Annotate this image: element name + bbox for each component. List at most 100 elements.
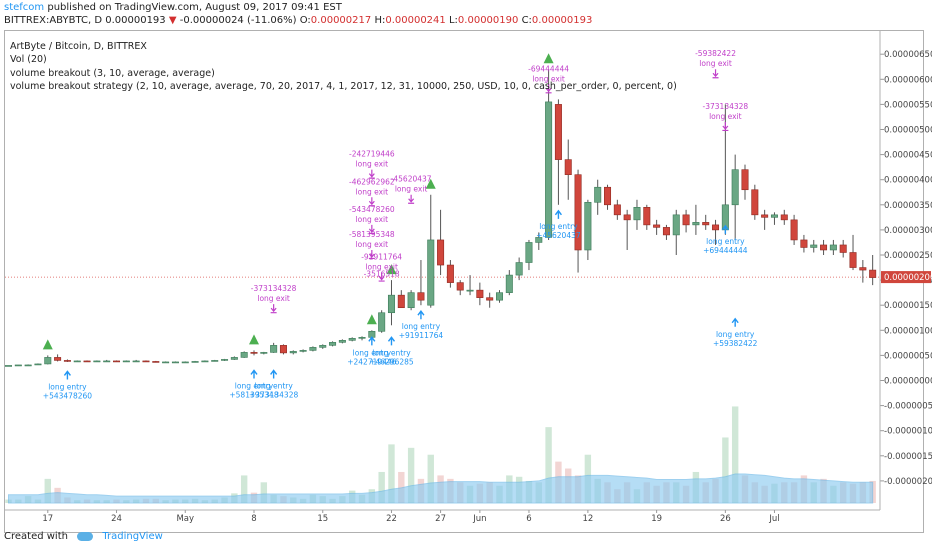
entry-trade-label: long entry xyxy=(48,382,87,391)
candle-body xyxy=(849,252,857,268)
candle-body xyxy=(132,360,140,363)
exit-amount-label: -462962962 xyxy=(349,177,395,186)
y-tick-label: 0.00000300 xyxy=(884,226,932,236)
breakout-signal-icon xyxy=(543,53,554,64)
candle-body xyxy=(230,357,238,360)
exit-arrow-icon xyxy=(368,197,375,207)
entry-amount-label: +69444444 xyxy=(703,246,748,255)
volume-bar xyxy=(545,427,552,503)
y-tick-label: 0.00000600 xyxy=(884,75,932,85)
volume-ma-area xyxy=(8,473,874,504)
candle-body xyxy=(653,224,661,228)
x-tick-label: Jul xyxy=(768,514,779,524)
legend-volume[interactable]: Vol (20) xyxy=(10,54,47,66)
exit-trade-label: long exit xyxy=(395,185,428,194)
x-tick-label: 8 xyxy=(251,514,256,524)
candle-body xyxy=(24,364,32,367)
candle-body xyxy=(604,186,612,206)
candle-body xyxy=(93,360,101,363)
entry-arrow-icon xyxy=(731,317,739,327)
candle-body xyxy=(741,169,749,191)
candle-body xyxy=(643,207,651,226)
exit-trade-label: long exit xyxy=(356,160,389,169)
legend-strategy[interactable]: volume breakout strategy (2, 10, average… xyxy=(10,80,677,92)
indicator-legend: ArtByte / Bitcoin, D, BITTREX Vol (20) v… xyxy=(10,40,677,93)
y-tick-label: 0.00000150 xyxy=(884,301,932,311)
candle-body xyxy=(309,347,317,351)
candle-body xyxy=(554,104,562,160)
entry-amount-label: +91911764 xyxy=(399,331,444,340)
x-tick-label: 6 xyxy=(526,514,531,524)
entry-arrow-icon xyxy=(387,336,396,346)
tradingview-cloud-icon xyxy=(77,531,94,541)
volume-bar xyxy=(731,406,739,503)
legend-volume-breakout[interactable]: volume breakout (3, 10, average, average… xyxy=(10,67,215,79)
legend-symbol[interactable]: ArtByte / Bitcoin, D, BITTREX xyxy=(10,41,147,52)
candle-body xyxy=(181,361,189,364)
candle-body xyxy=(5,365,13,367)
candle-body xyxy=(790,219,798,241)
candle-body xyxy=(397,294,405,309)
exit-arrow-icon xyxy=(368,249,375,260)
entry-trade-label: long entry xyxy=(353,348,392,357)
exit-trade-label: long exit xyxy=(709,112,742,121)
candle-body xyxy=(564,159,572,175)
y-tick-label: 0.00000100 xyxy=(884,326,932,336)
created-with-label: Created with xyxy=(4,531,68,542)
candle-body xyxy=(761,214,769,218)
candle-body xyxy=(437,239,445,266)
candle-body xyxy=(633,207,641,221)
down-arrow-icon: ▼ xyxy=(168,15,177,26)
y-tick-label: 0.00000350 xyxy=(884,201,932,211)
candle-body xyxy=(319,345,327,348)
open-value: 0.00000217 xyxy=(310,15,372,26)
exit-arrow-icon xyxy=(722,121,729,132)
candle-body xyxy=(44,357,52,365)
high-value: 0.00000241 xyxy=(385,15,446,26)
entry-arrow-icon xyxy=(721,224,729,234)
exit-trade-label: long exit xyxy=(699,59,732,68)
breakout-signal-icon xyxy=(366,314,377,325)
breakout-signal-icon xyxy=(425,178,436,189)
candle-body xyxy=(122,360,130,363)
exit-trade-label: long exit xyxy=(356,215,389,224)
last-price: 0.00000193 xyxy=(105,15,166,26)
entry-amount-label: +543478260 xyxy=(43,391,92,400)
x-tick-label: 27 xyxy=(435,514,446,524)
entry-amount-label: +45620437 xyxy=(536,231,581,240)
low-label: L: xyxy=(448,15,458,26)
low-value: 0.00000190 xyxy=(457,15,519,26)
candle-body xyxy=(486,297,494,301)
y-tick-label: 0.00000050 xyxy=(884,351,932,361)
volume-bar xyxy=(378,471,385,503)
author-link[interactable]: stefcom xyxy=(4,2,45,13)
y-tick-label: 0.00000500 xyxy=(884,126,932,136)
tradingview-brand[interactable]: TradingView xyxy=(102,531,163,542)
exit-trade-label: long exit xyxy=(532,74,565,83)
candle-body xyxy=(142,360,150,363)
volume-bar xyxy=(240,475,248,503)
exit-amount-label: -581395348 xyxy=(349,230,395,239)
candle-body xyxy=(289,351,297,354)
last-price-tag xyxy=(881,271,931,284)
exit-arrow-icon xyxy=(378,272,385,282)
volume-bar xyxy=(407,447,415,503)
x-tick-label: Jun xyxy=(472,514,486,524)
candle-body xyxy=(417,292,425,301)
candle-body xyxy=(191,361,199,363)
candle-body xyxy=(584,201,592,251)
exit-arrow-icon xyxy=(408,194,415,204)
volume-bar xyxy=(722,437,729,503)
candle-body xyxy=(594,186,602,203)
x-tick-label: 26 xyxy=(720,514,731,524)
candle-body xyxy=(260,352,268,354)
candle-body xyxy=(240,352,248,358)
candle-body xyxy=(859,267,867,271)
close-label: C: xyxy=(521,15,532,26)
candle-body xyxy=(34,363,42,366)
candle-body xyxy=(378,312,386,332)
candle-body xyxy=(279,345,287,354)
ohlc-header: BITTREX:ABYBTC, D 0.00000193 ▼ -0.000000… xyxy=(4,15,592,26)
candle-body xyxy=(250,352,258,354)
